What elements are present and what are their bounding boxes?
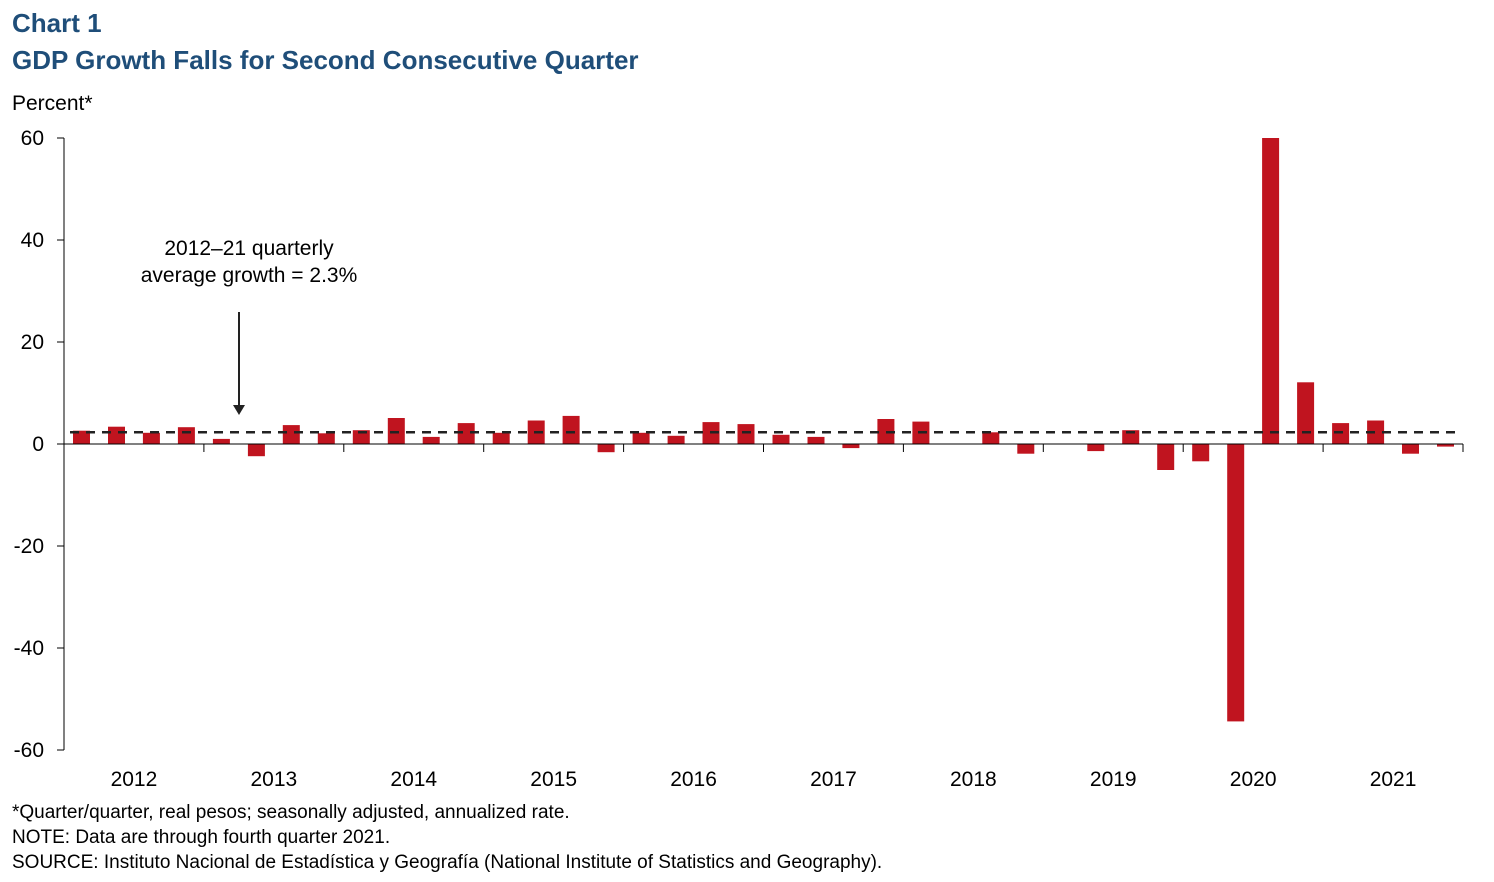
bar-2017-q4 [877, 419, 895, 444]
bar-2020-q3 [1262, 138, 1280, 444]
footnote-source: SOURCE: Instituto Nacional de Estadístic… [12, 852, 883, 873]
chart-title: GDP Growth Falls for Second Consecutive … [12, 45, 639, 75]
bar-2020-q1 [1192, 444, 1210, 462]
bar-2014-q3 [422, 436, 440, 444]
bar-2012-q1 [73, 430, 90, 444]
bar-2012-q3 [142, 432, 160, 444]
annotation-arrow-head [233, 405, 245, 415]
annotation-line-2: average growth = 2.3% [141, 264, 358, 287]
bar-2019-q4 [1157, 444, 1175, 470]
bar-2015-q1 [492, 432, 510, 444]
y-tick-label: 40 [21, 229, 44, 252]
footnote-note: NOTE: Data are through fourth quarter 20… [12, 827, 391, 848]
bar-2018-q4 [1017, 444, 1035, 454]
y-tick-label: 20 [21, 331, 44, 354]
bar-2018-q3 [982, 432, 1000, 444]
bar-2014-q2 [387, 418, 405, 444]
bar-2017-q1 [772, 434, 790, 444]
bars-group [73, 138, 1454, 722]
y-axis: 60 40 20 0 -20 -40 -60 [14, 127, 65, 762]
y-tick-label: -20 [14, 535, 44, 558]
x-tick-label-2021: 2021 [1370, 768, 1417, 791]
x-tick-label-2013: 2013 [250, 768, 297, 791]
x-tick-label-2017: 2017 [810, 768, 857, 791]
bar-2019-q3 [1122, 430, 1140, 444]
bar-2015-q3 [562, 415, 580, 444]
bar-2012-q2 [108, 426, 125, 444]
annotation-line-1: 2012–21 quarterly [164, 237, 334, 260]
x-tick-label-2016: 2016 [670, 768, 717, 791]
bar-2016-q2 [667, 435, 685, 444]
x-tick-label-2019: 2019 [1090, 768, 1137, 791]
bar-2021-q2 [1367, 420, 1385, 444]
bar-2017-q3 [842, 444, 860, 449]
x-tick-label-2015: 2015 [530, 768, 577, 791]
bar-2012-q4 [177, 427, 195, 444]
chart-number: Chart 1 [12, 8, 102, 38]
bar-2013-q1 [212, 438, 230, 444]
bar-2015-q4 [597, 444, 615, 453]
bar-2021-q4 [1437, 444, 1454, 447]
footnote-asterisk: *Quarter/quarter, real pesos; seasonally… [12, 802, 570, 823]
bar-2013-q4 [317, 433, 335, 444]
x-tick-label-2012: 2012 [111, 768, 158, 791]
bar-2014-q4 [457, 423, 475, 444]
x-axis: 2012 2013 2014 2015 2016 2017 2018 2019 2020 2021 [63, 443, 1464, 791]
y-tick-label: 60 [21, 127, 44, 150]
bar-2020-q4 [1297, 382, 1315, 444]
footnotes: *Quarter/quarter, real pesos; seasonally… [12, 800, 882, 875]
bar-2021-q1 [1332, 423, 1350, 444]
y-tick-label: -40 [14, 637, 44, 660]
x-tick-label-2014: 2014 [390, 768, 437, 791]
bar-2013-q3 [282, 425, 300, 444]
bar-2021-q3 [1402, 444, 1419, 454]
bar-2016-q1 [632, 432, 650, 444]
bar-2019-q2 [1087, 444, 1105, 452]
bar-2013-q2 [247, 444, 265, 457]
bar-2014-q1 [352, 430, 370, 444]
bar-2020-q2 [1227, 444, 1245, 722]
x-tick-label-2020: 2020 [1230, 768, 1277, 791]
bar-2017-q2 [807, 436, 825, 444]
x-tick-label-2018: 2018 [950, 768, 997, 791]
y-tick-label: 0 [32, 433, 44, 456]
average-annotation: 2012–21 quarterly average growth = 2.3% [141, 237, 358, 415]
y-axis-unit-label: Percent* [12, 92, 93, 115]
y-tick-label: -60 [14, 739, 44, 762]
bar-2016-q4 [737, 424, 755, 444]
